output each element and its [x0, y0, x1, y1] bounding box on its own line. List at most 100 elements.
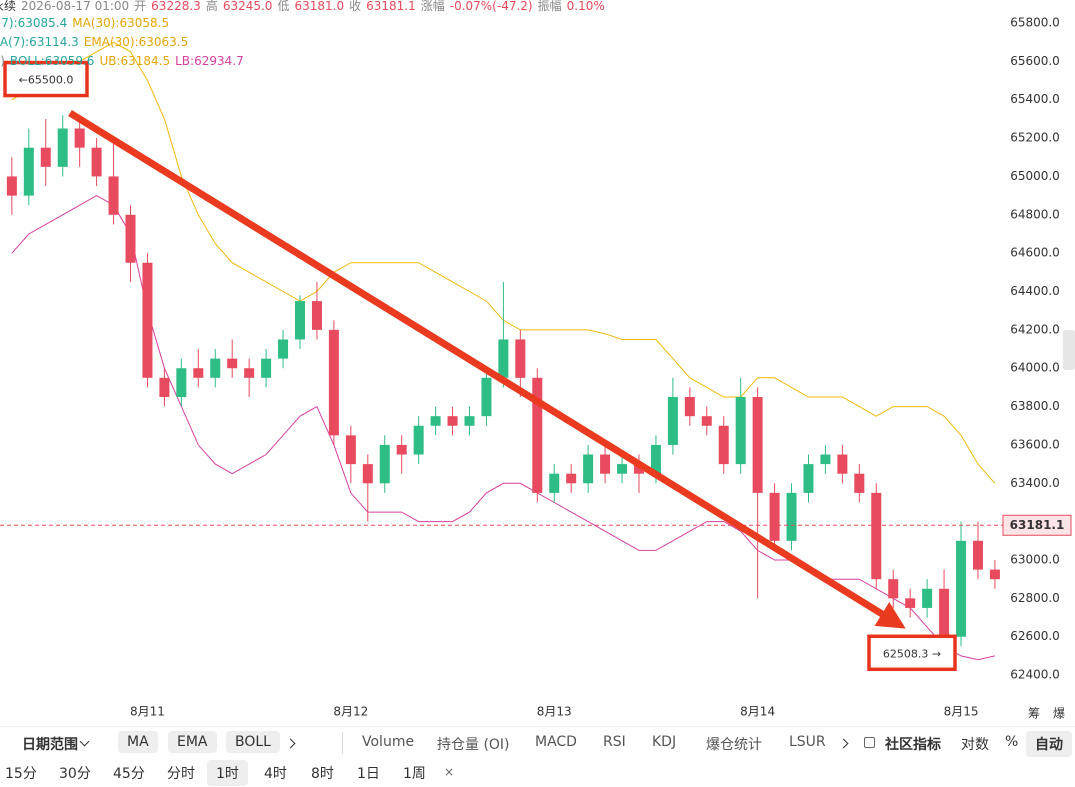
indicator-button[interactable]: LSUR [789, 734, 826, 750]
indicator-button[interactable]: MACD [535, 734, 577, 750]
y-tick-label: 62800.0 [1010, 591, 1060, 605]
edit-icon[interactable] [864, 737, 875, 748]
side-tab[interactable]: 爆 [1053, 707, 1065, 721]
candle-body [871, 492, 882, 580]
y-tick-label: 63400.0 [1010, 476, 1060, 490]
candle-body [91, 147, 102, 177]
candle-body [159, 377, 170, 397]
indicator-button[interactable]: 爆仓统计 [706, 737, 762, 753]
last-price-tag [1002, 514, 1072, 536]
y-tick-label: 64800.0 [1010, 207, 1060, 221]
header-item: UB:63184.5 [99, 54, 171, 68]
indicator-button[interactable]: RSI [603, 734, 626, 750]
header-item: 永续 [0, 0, 17, 13]
header-line: EMA(7):63114.3 EMA(30):63063.5 [0, 35, 193, 49]
interval-button[interactable]: 30分 [59, 766, 91, 782]
x-tick-label: 8月14 [740, 705, 775, 719]
candle-body [786, 492, 797, 541]
x-tick-label: 8月13 [537, 705, 572, 719]
header-item: EMA(30):63063.5 [83, 35, 189, 49]
y-tick-label: 65000.0 [1010, 169, 1060, 183]
indicator-button[interactable]: 持仓量 (OI) [437, 737, 510, 753]
candle-body [345, 435, 356, 465]
candle-body [922, 588, 933, 608]
header-item: MA(30):63058.5 [72, 16, 170, 30]
interval-button[interactable]: 分时 [167, 766, 195, 782]
annotation-box [867, 634, 957, 672]
candle-body [176, 368, 187, 397]
header-item: 2026-08-17 01:00 [21, 0, 130, 13]
indicator-button[interactable]: Volume [362, 734, 415, 750]
y-tick-label: 65600.0 [1010, 54, 1060, 68]
header-item: LB:62934.7 [175, 54, 244, 68]
auto-toggle[interactable]: 自动 [1026, 731, 1072, 757]
header-item: 高 [205, 0, 218, 13]
chevron[interactable] [838, 738, 849, 749]
candle-body [532, 377, 543, 493]
candle-body [108, 176, 119, 215]
overlay-button[interactable]: BOLL [226, 731, 280, 753]
indicator-button[interactable]: KDJ [652, 734, 677, 750]
candle-body [481, 377, 492, 417]
overlay-button[interactable]: MA [118, 731, 158, 753]
candle-body [600, 454, 611, 474]
candle-body [701, 416, 712, 426]
interval-button[interactable]: 4时 [264, 766, 287, 782]
date-range[interactable]: 日期范围 [22, 737, 78, 753]
log-toggle[interactable]: 对数 [961, 737, 989, 753]
y-tick-label: 63600.0 [1010, 437, 1060, 451]
candle-body [396, 444, 407, 455]
interval-button[interactable]: 45分 [113, 766, 145, 782]
y-tick-label: 64400.0 [1010, 284, 1060, 298]
chevron[interactable] [79, 736, 90, 747]
y-tick-label: 62600.0 [1010, 629, 1060, 643]
divider [342, 732, 343, 754]
candle-body [718, 425, 729, 465]
candle-body [566, 473, 577, 484]
candle-body [430, 416, 441, 426]
header: 永续 2026-08-17 01:00 开 63228.3 高 63245.0 低 63181… [0, 0, 1000, 80]
interval-button[interactable]: 1时 [207, 760, 248, 786]
overlay-button[interactable]: EMA [168, 731, 217, 753]
candle-body [684, 396, 695, 417]
header-item: MA(7):63085.4 [0, 16, 68, 30]
annotation-label: ←65500.0 [19, 74, 74, 87]
y-tick-label: 62400.0 [1010, 668, 1060, 682]
header-item: BOLL:63059.6 [9, 54, 95, 68]
header-line: 永续 2026-08-17 01:00 开 63228.3 高 63245.0 低 63181… [0, 0, 610, 14]
percent-toggle[interactable]: % [1005, 734, 1019, 750]
header-item: 振幅 [537, 0, 562, 13]
candle-body [803, 464, 814, 493]
side-handle[interactable] [1063, 330, 1075, 370]
header-item: 63228.3 [151, 0, 201, 13]
boll-band [11, 41, 996, 484]
candle-body [667, 396, 678, 445]
interval-button[interactable]: 1周 [403, 766, 426, 782]
annotation-box [3, 60, 89, 98]
candle-body [633, 464, 644, 474]
candle-body [295, 301, 305, 340]
candle-body [210, 358, 221, 378]
close-icon[interactable]: × [444, 765, 455, 779]
candle-body [362, 464, 373, 484]
candle-body [278, 339, 289, 359]
side-tab[interactable]: 筹 [1028, 707, 1040, 721]
header-item: 收 [349, 0, 362, 13]
header-item: EMA(7):63114.3 [0, 35, 79, 49]
header-item: 63181.1 [366, 0, 416, 13]
interval-button[interactable]: 8时 [311, 766, 334, 782]
interval-button[interactable]: 1日 [357, 766, 380, 782]
candle-body [328, 329, 339, 436]
candle-body [769, 492, 780, 541]
header-item: 63181.0 [294, 0, 345, 13]
y-tick-label: 65400.0 [1010, 92, 1060, 106]
community-indicators[interactable]: 社区指标 [885, 737, 941, 753]
header-item: 低 [277, 0, 290, 13]
interval-button[interactable]: 15分 [5, 766, 37, 782]
header-item: BOLL(20,2) [0, 54, 5, 68]
header-item: 开 [134, 0, 147, 13]
header-item: -0.07%(-47.2) [449, 0, 533, 13]
chevron[interactable] [285, 738, 296, 749]
candle-body [972, 540, 983, 570]
candle-body [854, 473, 865, 493]
